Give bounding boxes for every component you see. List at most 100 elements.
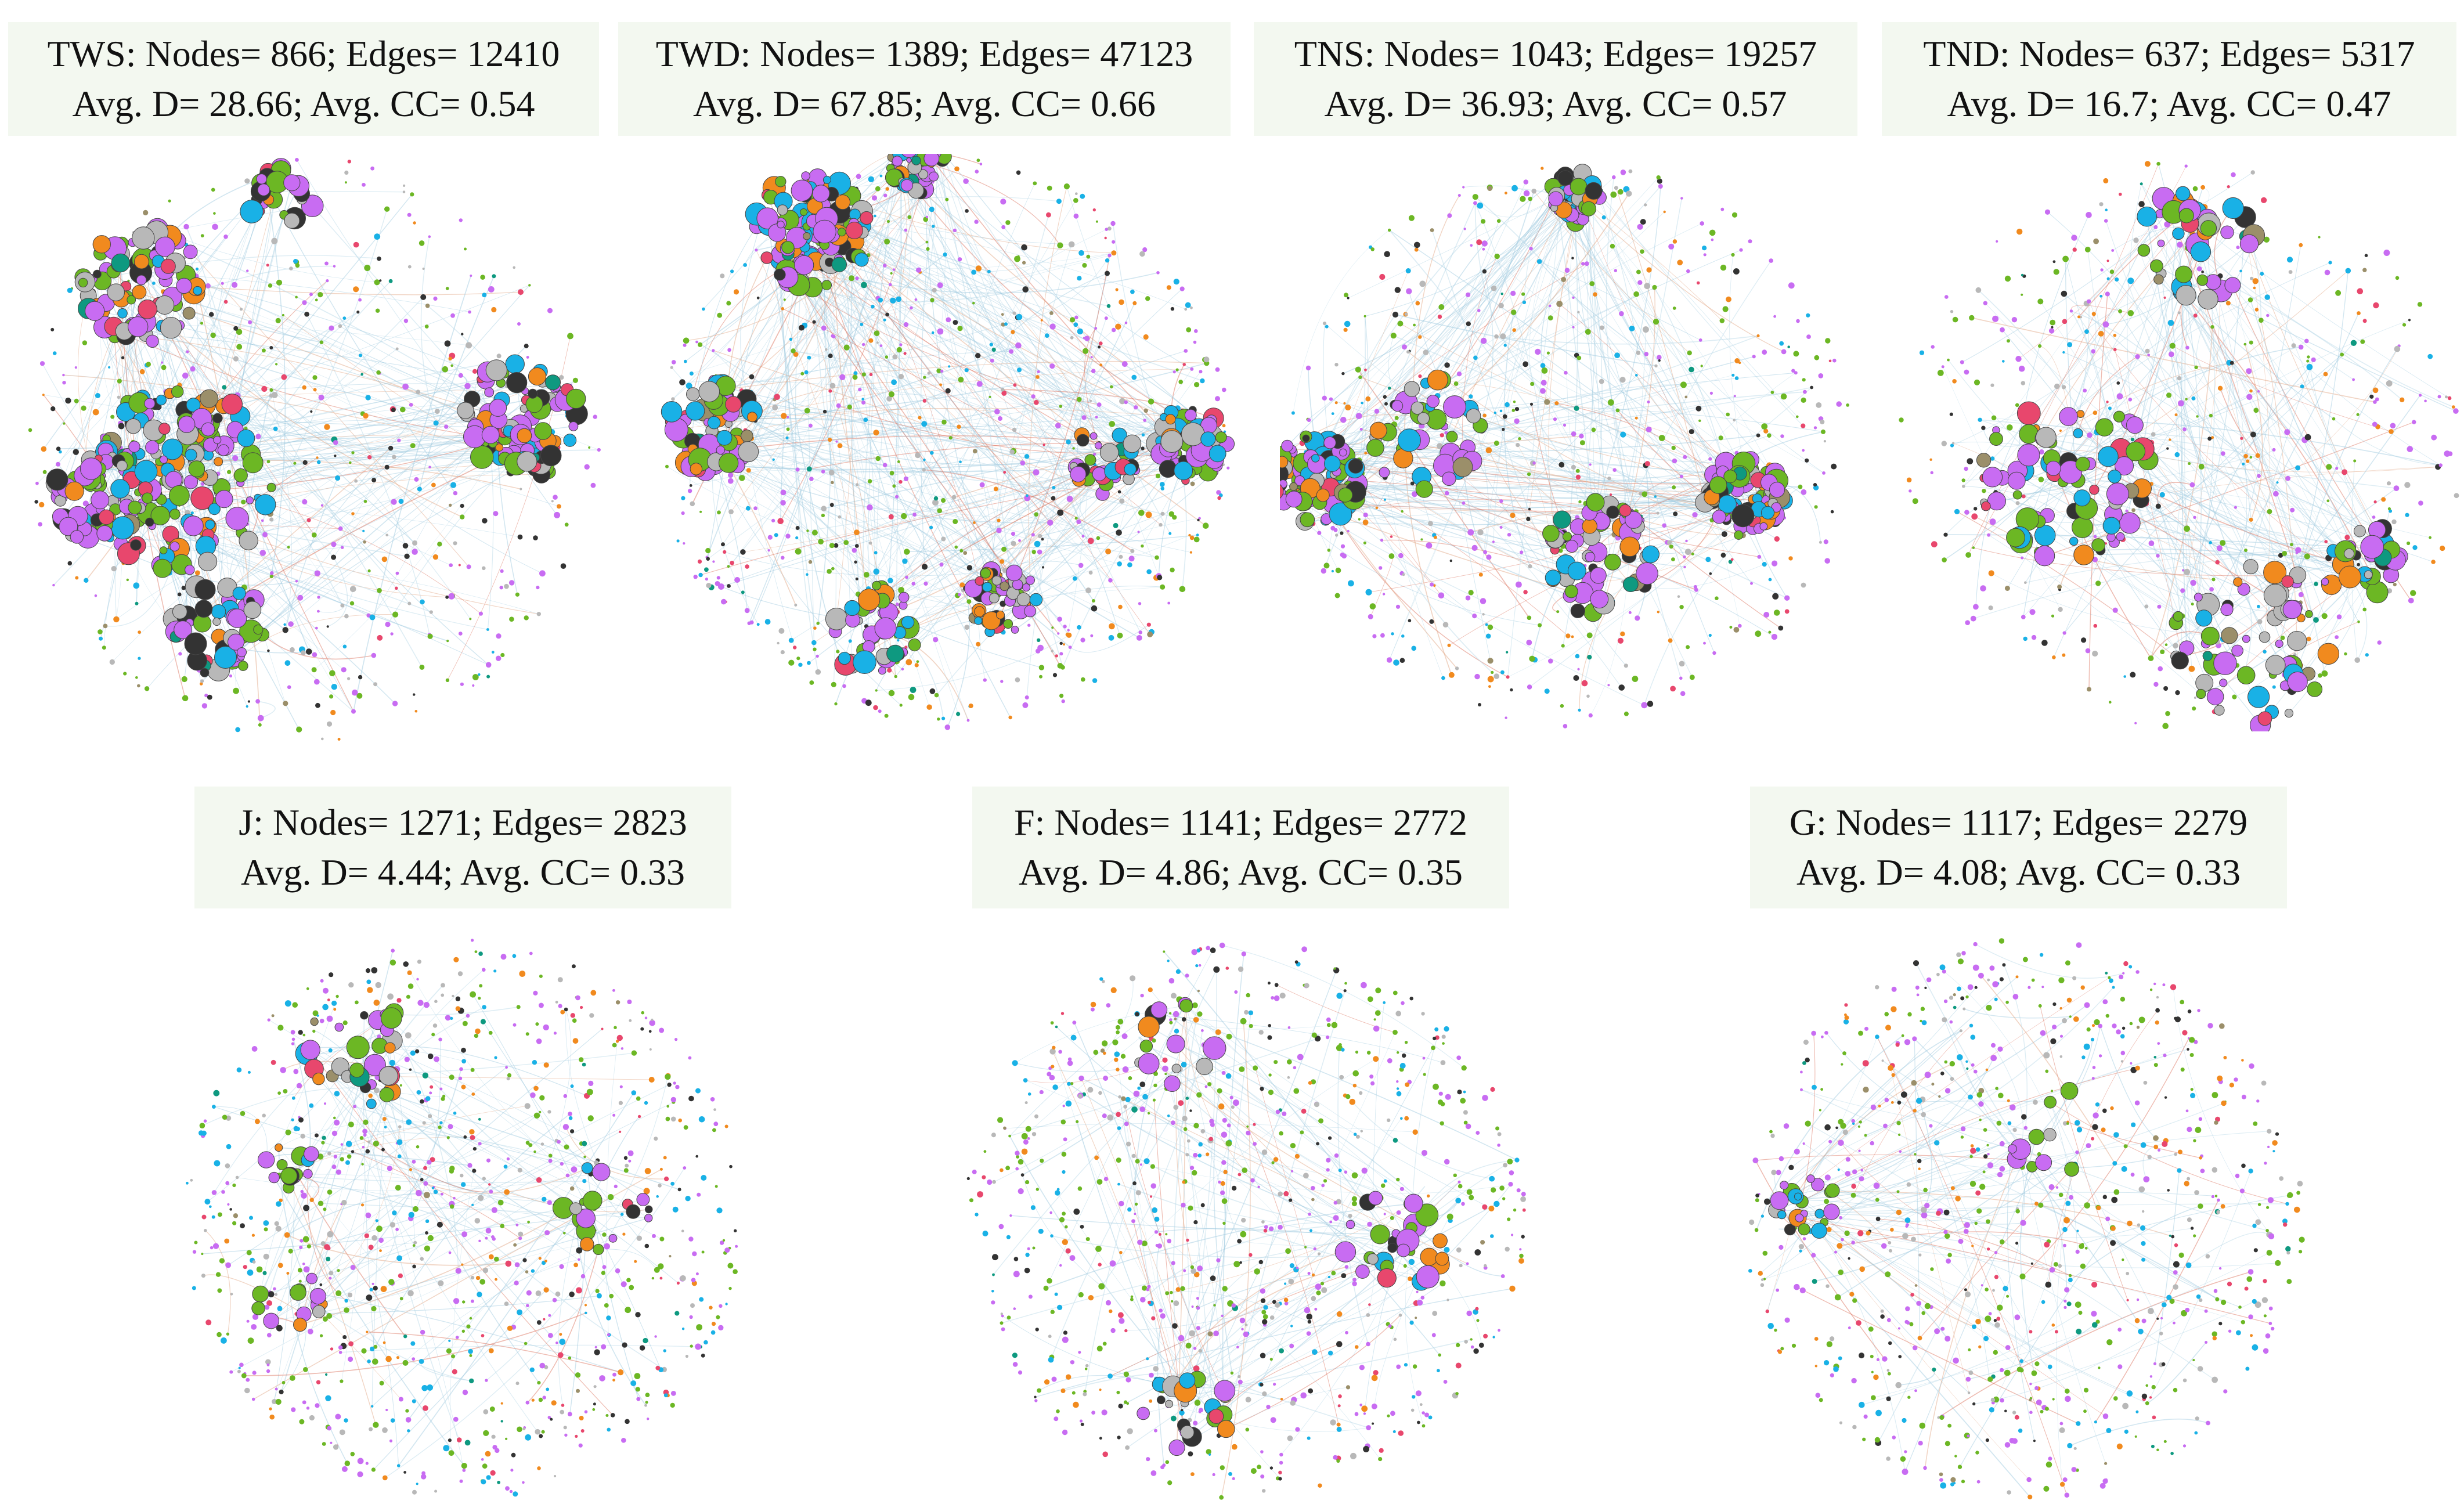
network-node	[901, 154, 917, 158]
network-node	[315, 702, 320, 708]
network-node	[2362, 319, 2367, 323]
network-node	[1197, 518, 1200, 522]
network-node	[2246, 368, 2252, 374]
network-node	[1561, 644, 1565, 648]
network-node	[1694, 587, 1698, 592]
network-node	[1334, 593, 1340, 598]
network-node	[1222, 424, 1226, 428]
network-node	[1453, 381, 1459, 386]
network-node	[568, 421, 579, 431]
network-node	[283, 701, 288, 706]
network-node	[1003, 471, 1006, 474]
network-node	[897, 460, 900, 463]
network-node	[2091, 349, 2096, 354]
network-edge	[666, 466, 857, 546]
network-edge	[2232, 285, 2344, 565]
network-node	[461, 333, 464, 336]
network-node	[2335, 635, 2339, 639]
network-edge	[1395, 314, 1657, 367]
network-node	[676, 539, 680, 543]
network-node	[1577, 311, 1580, 313]
network-node	[557, 504, 561, 509]
network-node	[102, 645, 106, 650]
network-node	[2402, 323, 2407, 327]
network-edge	[2156, 265, 2456, 412]
network-node	[1477, 202, 1484, 209]
network-node	[1106, 304, 1111, 308]
network-node	[2273, 490, 2279, 497]
network-node	[727, 478, 734, 484]
network-node	[901, 615, 915, 629]
network-node	[1718, 435, 1723, 441]
network-node	[1972, 546, 1975, 549]
network-node	[2044, 209, 2051, 215]
network-node	[1331, 412, 1334, 415]
network-node	[2115, 277, 2119, 282]
network-node	[235, 727, 240, 733]
network-node	[152, 282, 156, 285]
network-node	[1644, 283, 1651, 290]
network-node	[390, 632, 394, 636]
network-node	[246, 269, 249, 272]
network-node	[780, 489, 787, 496]
network-node	[1499, 499, 1503, 503]
network-node	[1570, 603, 1585, 618]
network-node	[370, 166, 374, 171]
network-node	[524, 615, 529, 621]
network-node	[412, 549, 418, 555]
network-edge	[169, 506, 539, 615]
network-node	[1005, 220, 1011, 225]
network-node	[391, 407, 396, 413]
network-node	[1547, 315, 1553, 321]
network-edge	[2039, 345, 2069, 416]
network-node	[1208, 445, 1226, 463]
network-node	[1801, 489, 1807, 495]
network-node	[2116, 381, 2120, 385]
network-node	[772, 405, 778, 411]
network-node	[1444, 490, 1449, 496]
network-node	[1021, 244, 1027, 251]
network-node	[728, 509, 734, 514]
network-label-tnd: TND: Nodes= 637; Edges= 5317 Avg. D= 16.…	[1882, 22, 2456, 136]
network-node	[2007, 471, 2026, 490]
network-node	[1494, 253, 1500, 259]
network-edge	[1026, 467, 1202, 588]
network-node	[2156, 161, 2160, 166]
network-node	[351, 451, 355, 455]
network-node	[1653, 319, 1659, 325]
network-node	[1127, 562, 1132, 568]
network-node	[128, 441, 140, 453]
network-node	[2164, 221, 2171, 228]
network-node	[1502, 414, 1507, 419]
network-node	[2265, 655, 2286, 676]
network-node	[2212, 578, 2216, 582]
network-node	[1437, 314, 1442, 319]
network-node	[2336, 614, 2342, 619]
network-edge	[2245, 344, 2263, 520]
network-node	[458, 564, 461, 567]
network-node	[186, 350, 189, 354]
network-node	[369, 614, 376, 621]
network-node	[1731, 212, 1738, 218]
network-node	[2113, 410, 2125, 423]
network-node	[932, 225, 935, 228]
network-node	[500, 569, 504, 574]
network-node	[1949, 412, 1953, 416]
network-node	[1052, 673, 1058, 677]
network-edge	[731, 308, 912, 564]
network-node	[787, 416, 789, 419]
network-node	[1394, 287, 1401, 293]
network-node	[975, 265, 982, 272]
network-edge	[966, 471, 1215, 628]
network-node	[2015, 356, 2022, 362]
network-node	[563, 434, 577, 447]
network-node	[489, 399, 507, 417]
network-node	[517, 534, 523, 540]
network-edge	[2296, 348, 2398, 583]
network-node	[413, 221, 416, 225]
network-node	[1430, 582, 1434, 587]
network-node	[1667, 540, 1672, 545]
network-node	[2194, 365, 2198, 369]
network-node	[2116, 393, 2123, 400]
network-node	[774, 394, 780, 401]
